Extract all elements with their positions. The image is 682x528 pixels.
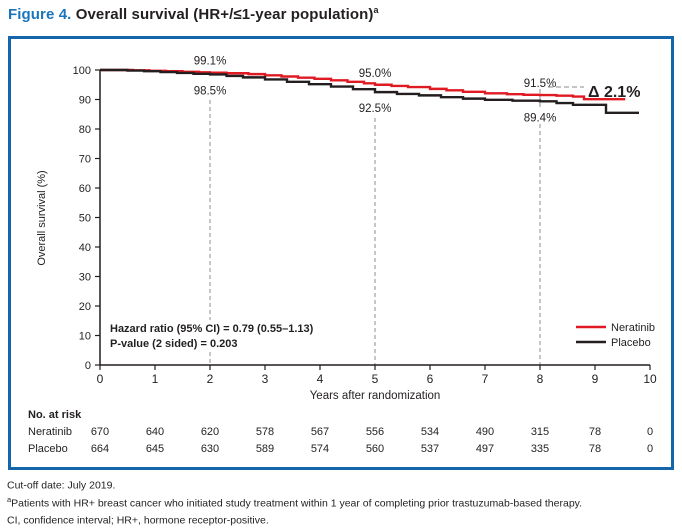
at-risk-value: 640 <box>146 426 164 438</box>
annotation-95.0%: 95.0% <box>359 68 392 80</box>
annotation-98.5%: 98.5% <box>194 85 227 97</box>
figure-title-superscript: a <box>373 5 379 15</box>
y-axis-title: Overall survival (%) <box>36 170 48 265</box>
y-tick-label: 40 <box>79 242 91 254</box>
annotation-backdrop <box>354 100 396 115</box>
y-tick-label: 20 <box>79 301 91 313</box>
delta-label: Δ 2.1% <box>588 84 640 101</box>
y-tick-label: 70 <box>79 154 91 166</box>
x-tick-label: 10 <box>643 372 657 386</box>
footnotes: Cut-off date: July 2019. aPatients with … <box>7 475 679 528</box>
x-tick-label: 7 <box>482 372 489 386</box>
at-risk-value: 534 <box>421 426 439 438</box>
at-risk-value: 620 <box>201 426 219 438</box>
figure-title: Figure 4. Overall survival (HR+/≤1-year … <box>8 5 379 23</box>
at-risk-value: 0 <box>647 443 653 455</box>
series-path-neratinib <box>100 68 626 101</box>
footnote-sup: a <box>7 494 12 504</box>
at-risk-value: 560 <box>366 443 384 455</box>
series-path-placebo <box>100 68 639 114</box>
annotation-99.1%: 99.1% <box>194 56 227 68</box>
x-tick-label: 3 <box>262 372 269 386</box>
at-risk-value: 589 <box>256 443 274 455</box>
x-axis-title: Years after randomization <box>310 390 441 402</box>
stats-backdrop <box>107 320 355 351</box>
x-tick-label: 9 <box>592 372 599 386</box>
x-tick-label: 2 <box>207 372 214 386</box>
at-risk-value: 670 <box>91 426 109 438</box>
footnote-cutoff: Cut-off date: July 2019. <box>7 479 116 492</box>
x-tick-label: 5 <box>372 372 379 386</box>
legend-label-neratinib: Neratinib <box>611 322 655 334</box>
y-tick-label: 30 <box>79 272 91 284</box>
y-tick-label: 90 <box>79 95 91 107</box>
at-risk-value: 78 <box>589 426 601 438</box>
y-tick-label: 50 <box>79 213 91 225</box>
at-risk-value: 490 <box>476 426 494 438</box>
annotation-89.4%: 89.4% <box>524 112 557 124</box>
figure-label: Figure 4. <box>8 6 72 23</box>
x-tick-label: 0 <box>97 372 104 386</box>
at-risk-value: 335 <box>531 443 549 455</box>
at-risk-value: 567 <box>311 426 329 438</box>
stats-line: Hazard ratio (95% CI) = 0.79 (0.55–1.13) <box>110 323 314 335</box>
x-tick-label: 6 <box>427 372 434 386</box>
figure-title-text: Overall survival (HR+/≤1-year population… <box>71 6 374 23</box>
stats-line: P-value (2 sided) = 0.203 <box>110 338 237 350</box>
y-tick-label: 10 <box>79 331 91 343</box>
x-tick-label: 8 <box>537 372 544 386</box>
annotation-91.5%: 91.5% <box>524 78 557 90</box>
at-risk-value: 574 <box>311 443 329 455</box>
annotation-backdrop <box>519 109 561 124</box>
y-tick-label: 80 <box>79 124 91 136</box>
x-tick-label: 1 <box>152 372 159 386</box>
annotation-92.5%: 92.5% <box>359 103 392 115</box>
at-risk-row-label-placebo: Placebo <box>28 443 68 455</box>
at-risk-value: 315 <box>531 426 549 438</box>
chart-panel: 0 10 20 30 40 50 60 70 80 90 100 0 1 2 3 4 5 6 7 8 9 10 Overal… <box>8 36 674 470</box>
at-risk-header: No. at risk <box>28 409 82 421</box>
at-risk-value: 497 <box>476 443 494 455</box>
at-risk-value: 645 <box>146 443 164 455</box>
at-risk-value: 578 <box>256 426 274 438</box>
y-tick-label: 0 <box>85 360 91 372</box>
at-risk-value: 556 <box>366 426 384 438</box>
at-risk-row-label-neratinib: Neratinib <box>28 426 72 438</box>
legend-label-placebo: Placebo <box>611 337 651 349</box>
footnote-population: aPatients with HR+ breast cancer who ini… <box>7 494 583 510</box>
x-tick-label: 4 <box>317 372 324 386</box>
y-tick-label: 100 <box>73 65 91 77</box>
at-risk-value: 630 <box>201 443 219 455</box>
at-risk-value: 0 <box>647 426 653 438</box>
at-risk-value: 664 <box>91 443 109 455</box>
at-risk-value: 78 <box>589 443 601 455</box>
y-tick-label: 60 <box>79 183 91 195</box>
at-risk-value: 537 <box>421 443 439 455</box>
footnote-abbreviations: CI, confidence interval; HR+, hormone re… <box>7 514 269 527</box>
annotation-backdrop <box>189 82 231 97</box>
